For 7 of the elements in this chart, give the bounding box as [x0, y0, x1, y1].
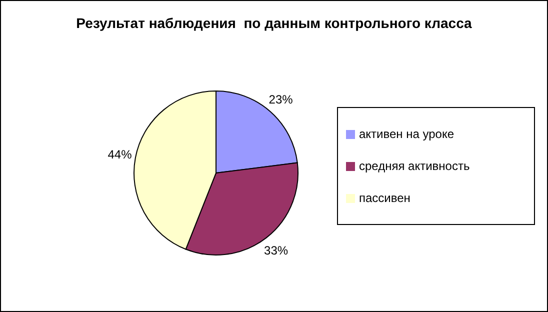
legend-label: пассивен [359, 191, 410, 205]
chart-title: Результат наблюдения по данным контрольного класса [75, 15, 473, 31]
legend-label: активен на уроке [359, 127, 454, 141]
legend-label: средняя активность [359, 159, 470, 173]
data-label: 33% [264, 243, 288, 258]
data-label: 23% [268, 92, 294, 106]
data-label: 44% [108, 148, 132, 162]
